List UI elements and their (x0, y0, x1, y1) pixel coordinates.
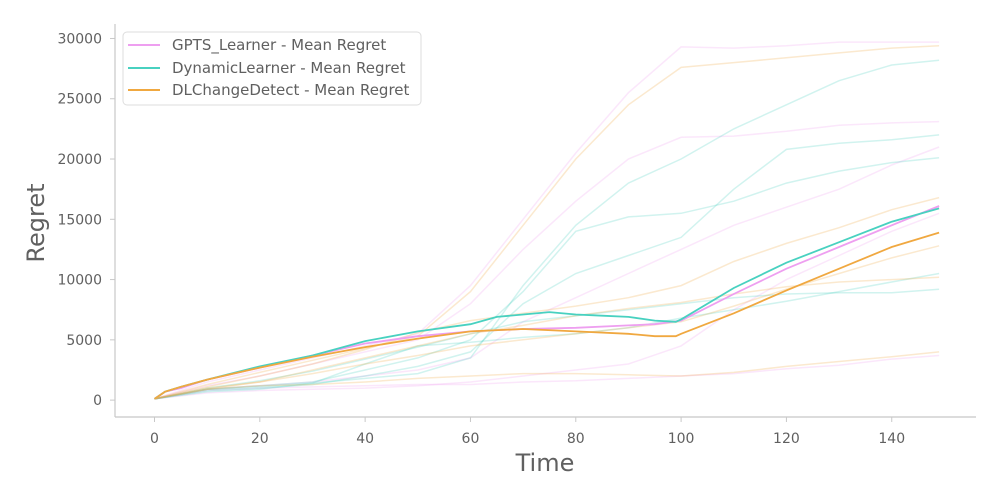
background-run-line-4 (154, 212, 940, 400)
mean-regret-line-1 (153, 207, 940, 400)
x-tick-label: 40 (356, 431, 374, 447)
x-axis-title: Time (515, 449, 575, 477)
x-tick-label: 80 (567, 431, 585, 447)
background-run-line-6 (154, 134, 940, 400)
legend: GPTS_Learner - Mean Regret DynamicLearne… (122, 31, 422, 106)
y-tick-label: 15000 (57, 212, 102, 228)
y-tick-label: 30000 (57, 31, 102, 47)
legend-label-dynamic: DynamicLearner - Mean Regret (172, 59, 406, 77)
background-run-line-8 (154, 157, 940, 400)
background-run-line-1 (154, 120, 940, 400)
background-run-line-3 (154, 146, 940, 400)
y-tick-labels: 0 5000 10000 15000 20000 25000 30000 (57, 31, 115, 409)
background-run-line-2 (154, 354, 940, 400)
background-run-line-13 (154, 245, 940, 400)
background-run-line-0 (154, 41, 940, 400)
x-tick-label: 60 (462, 431, 480, 447)
y-tick-label: 0 (93, 393, 102, 409)
mean-regret-lines-group (153, 205, 940, 400)
x-tick-label: 0 (150, 431, 159, 447)
legend-label-gpts: GPTS_Learner - Mean Regret (172, 36, 386, 55)
x-tick-labels: 0 20 40 60 80 100 120 140 (150, 417, 905, 447)
x-tick-label: 140 (878, 431, 905, 447)
x-tick-label: 20 (251, 431, 269, 447)
background-run-line-12 (154, 196, 940, 400)
background-run-line-5 (154, 59, 940, 400)
y-tick-label: 5000 (66, 333, 102, 349)
y-tick-label: 25000 (57, 92, 102, 108)
y-axis-title: Regret (22, 183, 50, 262)
legend-frame (122, 31, 422, 106)
background-run-line-9 (154, 272, 940, 400)
background-run-line-7 (154, 288, 940, 400)
background-run-line-10 (154, 44, 940, 400)
y-tick-label: 10000 (57, 273, 102, 289)
legend-label-dlchange: DLChangeDetect - Mean Regret (172, 81, 410, 99)
x-tick-label: 120 (773, 431, 800, 447)
y-tick-label: 20000 (57, 152, 102, 168)
mean-regret-line-2 (153, 231, 940, 400)
background-runs-group (154, 41, 940, 400)
background-run-line-11 (154, 351, 940, 400)
x-tick-label: 100 (668, 431, 695, 447)
background-run-line-14 (154, 276, 940, 400)
